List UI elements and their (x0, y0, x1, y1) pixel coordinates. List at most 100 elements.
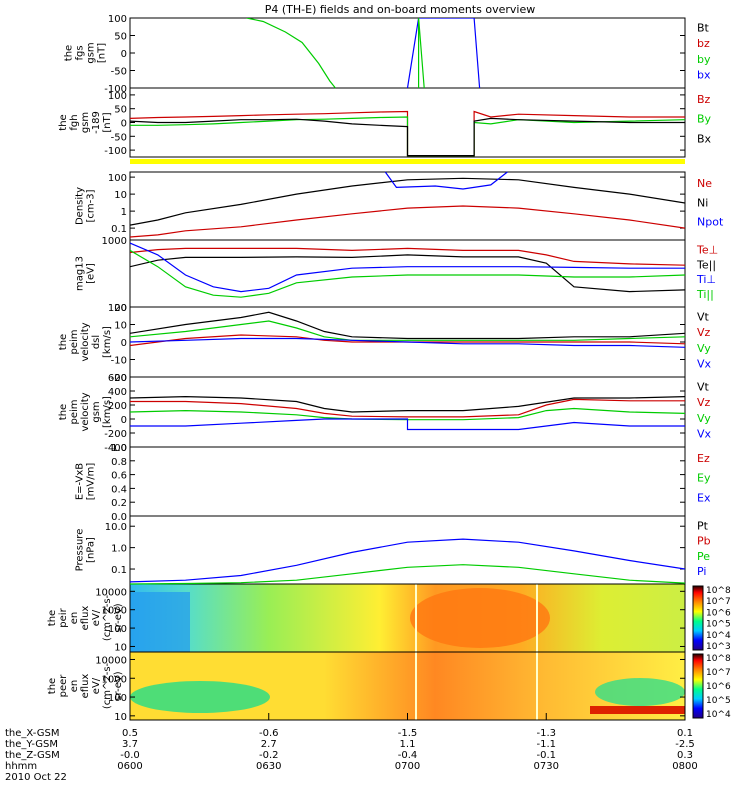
colorbar-tick-label: 10^6 (706, 682, 731, 692)
y-axis-label: velocity (80, 322, 91, 361)
time-axis-value: -0.6 (259, 728, 279, 739)
legend-label: Bt (697, 22, 710, 35)
y-tick-label: 0 (121, 49, 127, 60)
y-tick-label: 20 (114, 303, 127, 314)
y-tick-label: 100 (108, 624, 127, 635)
y-tick-label: 100 (108, 91, 127, 102)
time-axis-value: 2.7 (261, 739, 277, 750)
legend-label: Ez (697, 452, 710, 465)
temp-ti-par-line (130, 249, 685, 298)
legend-label: By (697, 113, 712, 126)
y-tick-label: -100 (104, 146, 127, 157)
legend-label: Vt (697, 311, 710, 324)
y-axis-label: -189 (91, 111, 102, 134)
colorbar-tick-label: 10^3 (706, 642, 731, 652)
y-axis-label: the (47, 678, 58, 694)
y-axis-label: peer (58, 674, 69, 698)
density-npot-line (384, 171, 508, 190)
ion_spec-colorbar (692, 585, 704, 651)
vgsm-vx-line (130, 418, 685, 431)
y-tick-label: 10.0 (105, 522, 127, 533)
y-tick-label: 10 (114, 321, 127, 332)
y-tick-label: -400 (104, 443, 127, 454)
time-axis-value: -0.2 (259, 750, 279, 761)
legend-label: by (697, 53, 711, 66)
y-tick-label: 50 (114, 105, 127, 116)
y-axis-label: fgh (69, 114, 80, 130)
y-axis-label: [eV] (86, 263, 97, 284)
colorbar-tick-label: 10^7 (706, 597, 731, 607)
fgs-by-spike-line (418, 18, 425, 89)
y-axis-label: eV/ (91, 677, 102, 694)
y-tick-label: 10000 (95, 587, 127, 598)
ion-low-energy-patch (130, 592, 190, 652)
ephemeris-row-label: the_X-GSM (5, 728, 59, 739)
time-axis-value: -1.3 (536, 728, 556, 739)
y-tick-label: 0.1 (111, 565, 127, 576)
y-tick-label: 1000 (102, 606, 127, 617)
y-tick-label: 10000 (95, 655, 127, 666)
legend-label: Vz (697, 326, 711, 339)
y-axis-label: the (58, 404, 69, 420)
time-axis-value: 3.7 (122, 739, 138, 750)
fgs-by-line (246, 18, 336, 89)
y-axis-label: [km/s] (102, 396, 113, 428)
electron-low-energy-band (590, 706, 685, 714)
legend-label: Npot (697, 216, 724, 229)
y-axis-label: gsm (86, 42, 97, 63)
y-tick-label: 1.0 (111, 544, 127, 555)
y-tick-label: -100 (104, 84, 127, 95)
pressure-pi-line (130, 538, 685, 583)
y-tick-label: 0.1 (111, 224, 127, 235)
legend-label: bz (697, 37, 710, 50)
y-axis-label: the (58, 114, 69, 130)
legend-label: Pi (697, 565, 706, 578)
y-axis-label: the (64, 45, 75, 61)
ion_spec-spectrogram (130, 584, 685, 652)
y-tick-label: 1 (121, 207, 127, 218)
temp-te-perp-line (130, 247, 685, 266)
y-tick-label: 1000 (102, 674, 127, 685)
legend-label: Te⊥ (696, 243, 718, 256)
time-axis-value: -0.0 (120, 750, 140, 761)
y-tick-label: 0 (121, 415, 127, 426)
y-axis-label: eflux (80, 674, 91, 699)
temp-te-par-line (130, 254, 685, 293)
y-axis-label: [nT] (97, 43, 108, 63)
colorbar-tick-label: 10^4 (706, 710, 731, 720)
y-tick-label: -20 (111, 373, 127, 384)
colorbar-tick-label: 10^4 (706, 631, 731, 641)
y-tick-label: -50 (111, 132, 127, 143)
y-axis-label: mag13 (75, 256, 86, 291)
y-tick-label: 100 (108, 693, 127, 704)
y-axis-label: peir (58, 607, 69, 627)
legend-label: Ti|| (696, 288, 714, 301)
colorbar-tick-label: 10^7 (706, 668, 731, 678)
density-ne-line (130, 205, 685, 238)
ephemeris-row-label: the_Y-GSM (5, 739, 58, 750)
y-axis-label: peim (69, 329, 80, 354)
y-axis-label: Pressure (75, 529, 86, 572)
legend-label: Vt (697, 381, 710, 394)
legend-label: Ne (697, 177, 712, 190)
legend-label: Bz (697, 93, 711, 106)
legend-label: Vy (697, 342, 711, 355)
y-axis-label: E=-VxB (75, 463, 86, 500)
legend-label: Pb (697, 535, 711, 548)
y-tick-label: 10 (114, 712, 127, 723)
y-tick-label: 0.8 (111, 457, 127, 468)
y-axis-label: sr-eV) (113, 671, 124, 700)
time-axis-value: 1.1 (400, 739, 416, 750)
legend-label: Vy (697, 412, 711, 425)
time-axis-value: 0.5 (122, 728, 138, 739)
y-tick-label: 0 (121, 338, 127, 349)
y-axis-label: [cm-3] (86, 189, 97, 222)
y-tick-label: 0 (121, 119, 127, 130)
electron-low-flux-region (130, 681, 270, 713)
y-tick-label: 1000 (102, 236, 127, 247)
time-axis-value: 0800 (672, 761, 697, 772)
mode-bar (130, 159, 685, 164)
legend-label: Ey (697, 472, 711, 485)
temp-ti-perp-line (130, 242, 685, 293)
